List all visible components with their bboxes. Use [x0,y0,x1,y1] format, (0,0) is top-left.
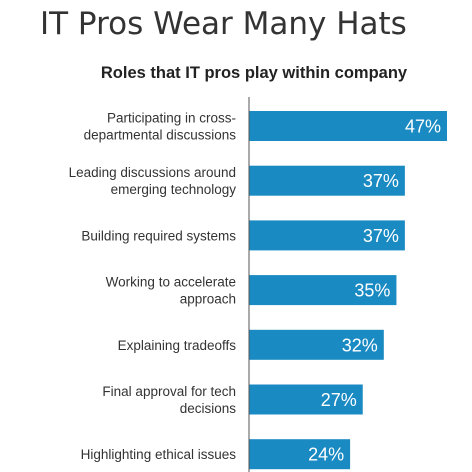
bar-1 [249,165,405,196]
bar-0 [249,111,447,141]
category-label: Participating in cross- [107,111,236,126]
category-label: Highlighting ethical issues [81,447,237,462]
category-label: decisions [180,401,237,416]
bar-3 [249,275,397,306]
bars-group: 47% Participating in cross-departmental d… [69,111,447,470]
bar-6 [249,439,351,470]
bar-value-label: 32% [342,335,378,355]
category-label: approach [180,292,236,307]
category-label: Explaining tradeoffs [118,338,237,353]
bar-4 [249,329,384,360]
category-label: Working to accelerate [106,275,236,290]
chart-title: Roles that IT pros play within company [100,64,408,82]
bar-2 [249,220,405,251]
bar-value-label: 24% [308,445,344,465]
bar-value-label: 37% [363,226,399,246]
page-title: IT Pros Wear Many Hats [40,6,407,42]
category-label: emerging technology [111,182,237,197]
category-label: Final approval for tech [102,384,236,399]
bar-value-label: 37% [363,171,399,191]
category-label: Building required systems [81,228,236,243]
category-label: departmental discussions [84,128,237,143]
category-label: Leading discussions around [69,165,236,180]
bar-value-label: 27% [321,390,357,410]
bar-5 [249,384,363,415]
bar-value-label: 35% [354,281,390,301]
bar-value-label: 47% [405,117,441,137]
